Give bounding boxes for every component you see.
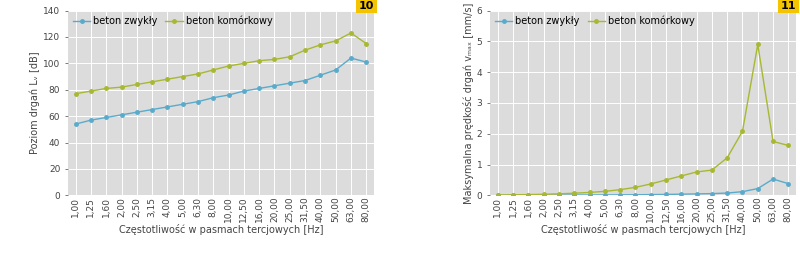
Legend: beton zwykły, beton komórkowy: beton zwykły, beton komórkowy xyxy=(495,15,694,26)
X-axis label: Częstotliwość w pasmach tercjowych [Hz]: Częstotliwość w pasmach tercjowych [Hz] xyxy=(118,224,323,235)
Y-axis label: Poziom drgań Lᵥ [dB]: Poziom drgań Lᵥ [dB] xyxy=(30,52,40,154)
Legend: beton zwykły, beton komórkowy: beton zwykły, beton komórkowy xyxy=(73,15,273,26)
Y-axis label: Maksymalna prędkość drgań vₘₐₓ [mm/s]: Maksymalna prędkość drgań vₘₐₓ [mm/s] xyxy=(463,2,474,204)
X-axis label: Częstotliwość w pasmach tercjowych [Hz]: Częstotliwość w pasmach tercjowych [Hz] xyxy=(541,224,746,235)
Text: 11: 11 xyxy=(781,1,796,11)
Text: 10: 10 xyxy=(358,1,374,11)
